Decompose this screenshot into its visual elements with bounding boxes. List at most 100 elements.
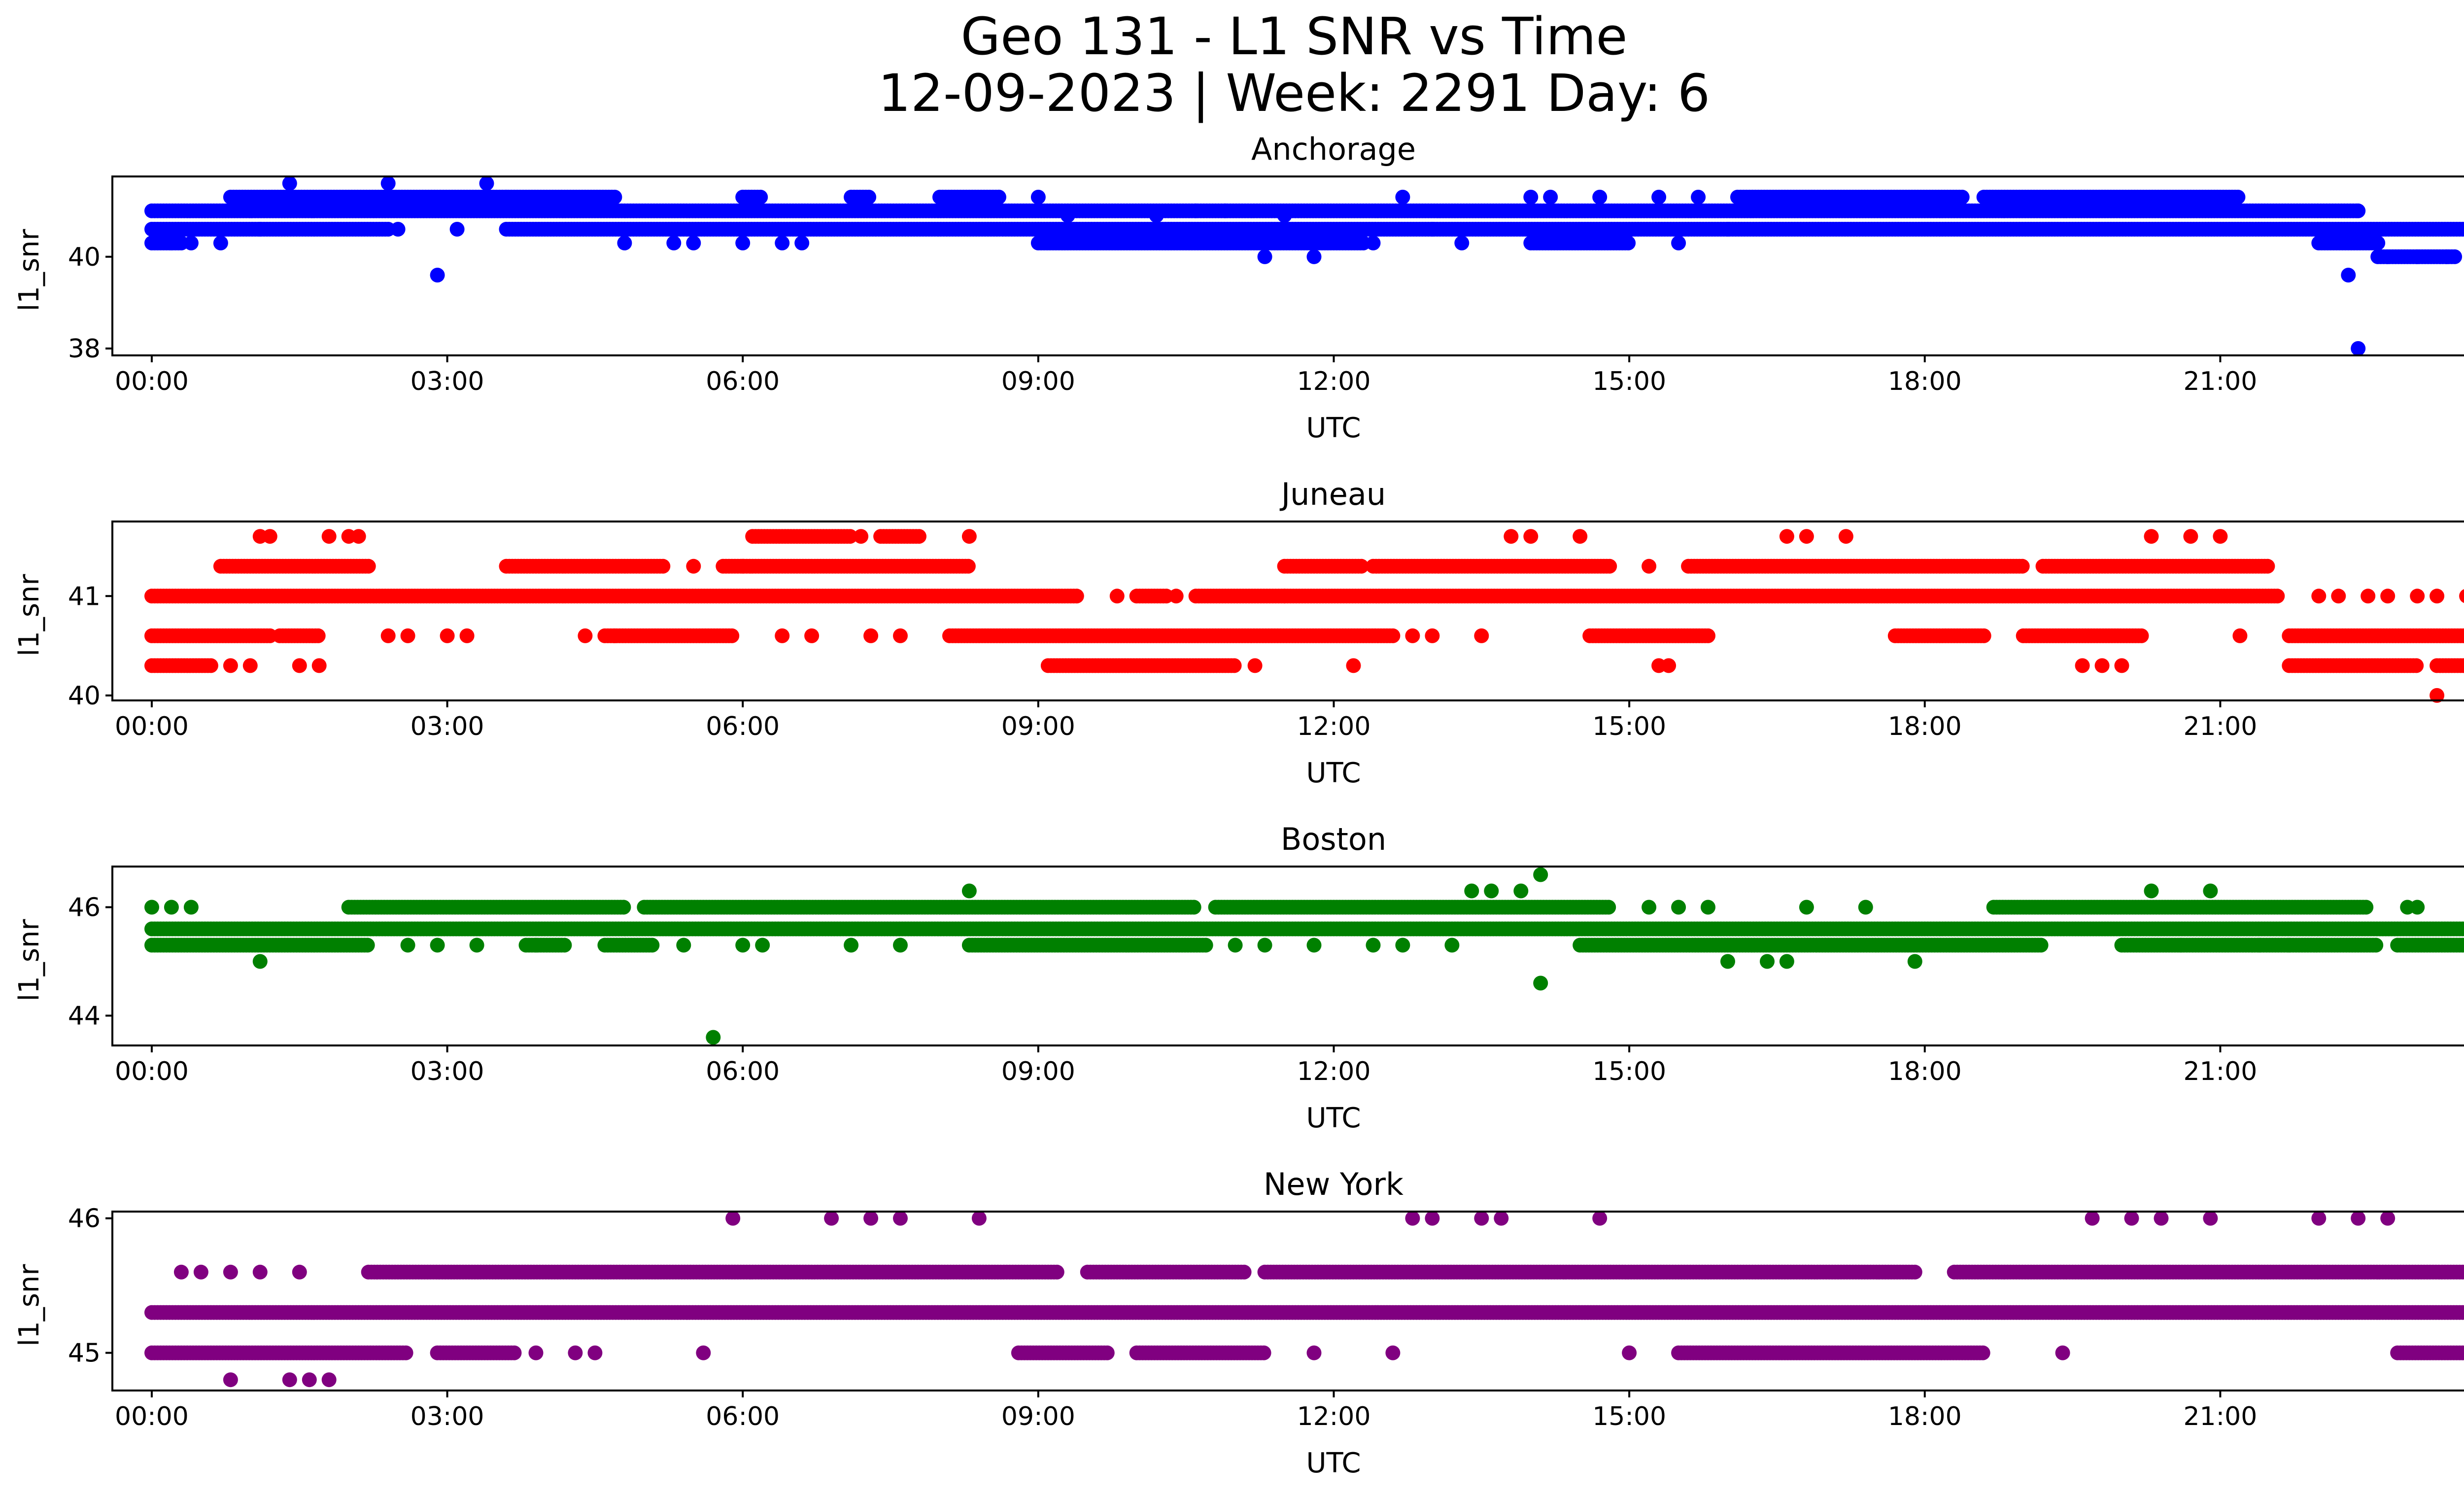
data-point xyxy=(1543,189,1558,205)
data-point xyxy=(2144,529,2159,544)
data-point xyxy=(1691,189,1706,205)
x-tick-label: 15:00 xyxy=(1592,367,1666,396)
data-point xyxy=(2075,658,2090,673)
x-tick-label: 09:00 xyxy=(1001,712,1075,741)
data-point xyxy=(1701,628,1715,643)
data-point xyxy=(1779,529,1794,544)
data-point xyxy=(2380,249,2396,264)
figure-title-line1: Geo 131 - L1 SNR vs Time xyxy=(960,6,1627,67)
x-tick-label: 06:00 xyxy=(706,367,780,396)
data-point xyxy=(1671,236,1686,250)
data-point xyxy=(804,628,820,643)
data-point xyxy=(242,658,258,673)
x-tick-label: 18:00 xyxy=(1888,712,1962,741)
data-point xyxy=(735,236,751,250)
data-point xyxy=(223,658,238,673)
data-point xyxy=(775,628,790,643)
data-point xyxy=(2341,268,2356,283)
data-point xyxy=(479,176,494,191)
data-point xyxy=(361,558,376,574)
data-point xyxy=(1306,249,1322,264)
y-axis-label: l1_snr xyxy=(13,919,45,1002)
data-point xyxy=(2260,558,2275,574)
y-axis-label: l1_snr xyxy=(13,229,45,312)
data-point xyxy=(2410,249,2425,264)
data-point xyxy=(440,628,455,643)
data-point xyxy=(645,938,660,953)
data-point xyxy=(557,938,572,953)
data-point xyxy=(912,529,926,544)
data-point xyxy=(1149,208,1164,223)
data-point xyxy=(2361,589,2376,604)
data-point xyxy=(1346,658,1361,673)
data-point xyxy=(854,529,869,544)
data-point xyxy=(1069,589,1084,604)
data-point xyxy=(893,628,908,643)
data-point xyxy=(1954,189,1970,205)
x-tick-label: 00:00 xyxy=(115,712,189,741)
figure-title-line2: 12-09-2023 | Week: 2291 Day: 6 xyxy=(878,63,1710,123)
data-point xyxy=(1454,236,1470,250)
data-point xyxy=(1395,189,1410,205)
data-point xyxy=(1602,558,1617,574)
data-point xyxy=(380,176,396,191)
panel-title: Anchorage xyxy=(1251,131,1416,167)
data-point xyxy=(735,558,751,574)
data-point xyxy=(321,529,337,544)
x-tick-label: 12:00 xyxy=(1297,367,1371,396)
data-point xyxy=(686,236,701,250)
data-point xyxy=(1109,589,1125,604)
data-point xyxy=(578,628,593,643)
data-point xyxy=(252,222,268,237)
x-tick-label: 12:00 xyxy=(1297,712,1371,741)
data-point xyxy=(775,236,790,250)
x-tick-label: 15:00 xyxy=(1592,712,1666,741)
data-point xyxy=(2331,589,2346,604)
x-tick-label: 21:00 xyxy=(2183,712,2257,741)
data-point xyxy=(1976,628,1991,643)
data-point xyxy=(449,222,465,237)
data-point xyxy=(1168,589,1184,604)
data-point xyxy=(1799,529,1814,544)
data-point xyxy=(1030,189,1046,205)
data-point xyxy=(360,938,375,953)
data-point xyxy=(607,628,622,643)
data-point xyxy=(724,628,740,643)
data-point xyxy=(753,189,768,205)
panel-title: Juneau xyxy=(1279,476,1386,512)
data-point xyxy=(861,189,877,205)
data-point xyxy=(2094,658,2110,673)
data-point xyxy=(351,529,366,544)
series-points xyxy=(144,867,2464,1045)
data-point xyxy=(282,176,297,191)
data-point xyxy=(2114,658,2129,673)
series-points xyxy=(144,529,2464,703)
x-tick-label: 21:00 xyxy=(2183,367,2257,396)
data-point xyxy=(1218,203,1233,218)
data-point xyxy=(991,189,1006,205)
anchorage-panel: Anchorage UTC l1_snr 00:00 03:00 06:00 09:0… xyxy=(13,131,2464,444)
y-tick-label: 38 xyxy=(68,334,101,364)
plot-frame xyxy=(111,521,2464,701)
y-tick-label: 40 xyxy=(68,243,101,272)
data-point xyxy=(1621,236,1636,250)
data-point xyxy=(607,189,622,205)
data-point xyxy=(310,628,326,643)
data-point xyxy=(1523,529,1539,544)
data-point xyxy=(863,628,879,643)
data-point xyxy=(1227,658,1242,673)
data-point xyxy=(2351,203,2366,218)
data-point xyxy=(2409,658,2424,673)
data-point xyxy=(2183,529,2198,544)
juneau-panel: Juneau UTC l1_snr 00:00 03:00 06:00 09:00 12… xyxy=(13,476,2464,789)
data-point xyxy=(1474,628,1489,643)
data-point xyxy=(213,236,228,250)
data-point xyxy=(164,236,179,250)
data-point xyxy=(686,558,701,574)
y-tick-label: 40 xyxy=(68,681,101,711)
data-point xyxy=(1277,589,1292,604)
x-tick-label: 06:00 xyxy=(706,712,780,741)
data-point xyxy=(380,628,396,643)
data-point xyxy=(1277,208,1292,223)
data-point xyxy=(1720,222,1735,237)
